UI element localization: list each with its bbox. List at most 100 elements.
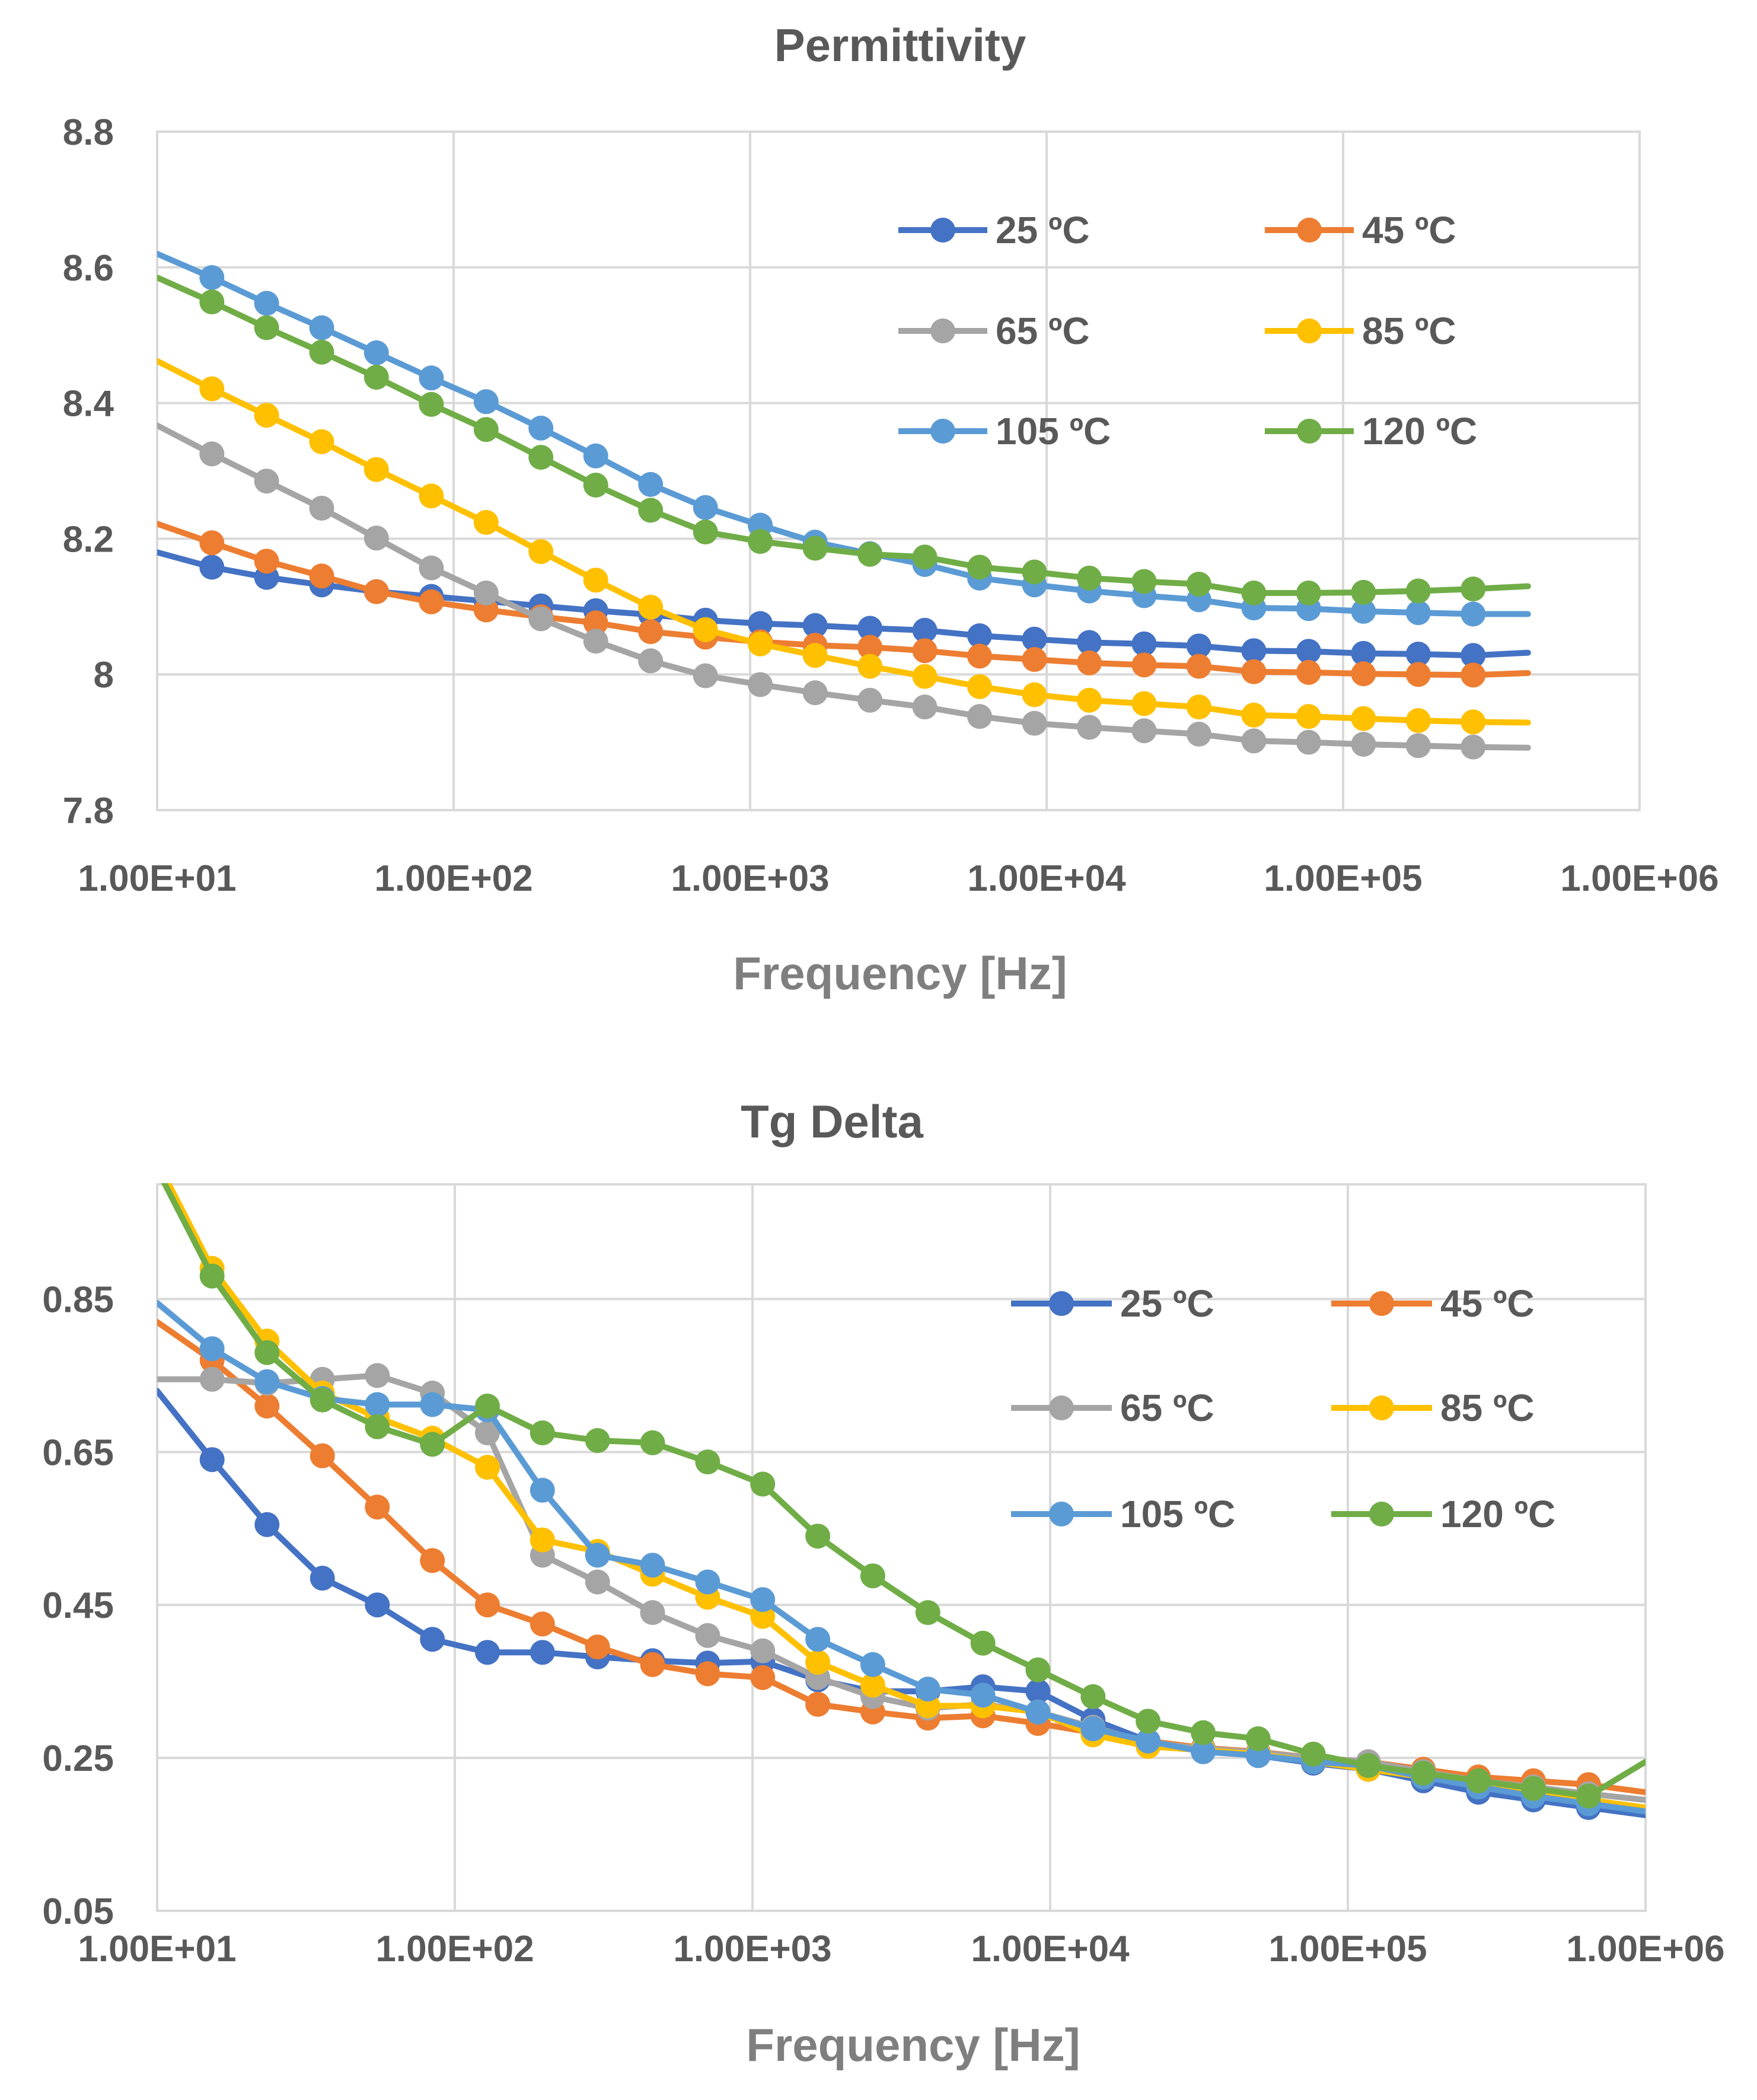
x-tick-label: 1.00E+02 (374, 858, 532, 899)
legend-label: 105 ºC (996, 410, 1111, 452)
series-line (165, 1183, 1646, 1811)
data-point (640, 1430, 665, 1455)
data-point (309, 339, 334, 365)
data-point (1296, 580, 1321, 606)
legend-marker (1297, 419, 1322, 444)
data-point (419, 555, 444, 581)
data-point (970, 1630, 996, 1656)
data-point (802, 613, 828, 638)
data-point (1186, 633, 1211, 659)
data-point (1131, 569, 1157, 594)
data-point (528, 539, 554, 565)
data-point (1351, 661, 1376, 687)
data-point (530, 1640, 555, 1665)
data-point (695, 1623, 720, 1648)
y-tick-label: 0.65 (42, 1432, 114, 1473)
legend-item: 65 ºC (898, 310, 1090, 352)
data-point (693, 520, 718, 544)
data-point (585, 1543, 610, 1568)
legend-marker (1049, 1502, 1074, 1527)
data-point (530, 1527, 555, 1553)
data-point (365, 1392, 390, 1417)
data-point (1300, 1741, 1326, 1767)
data-point (912, 617, 938, 643)
data-point (695, 1661, 720, 1687)
legend-marker (1369, 1395, 1394, 1420)
series-65CC (157, 422, 1531, 760)
legend-label: 120 ºC (1362, 410, 1477, 452)
data-point (860, 1563, 885, 1589)
series-line (161, 1183, 1646, 1799)
data-point (860, 1652, 885, 1677)
x-tick-label: 1.00E+06 (1566, 1929, 1724, 1970)
legend-item: 25 ºC (1011, 1282, 1214, 1325)
data-point (420, 1627, 445, 1652)
legend-marker (1049, 1291, 1074, 1316)
data-point (199, 1447, 225, 1473)
data-point (857, 616, 883, 641)
data-point (309, 429, 334, 454)
data-point (640, 1652, 665, 1677)
legend-marker (1369, 1291, 1394, 1316)
data-point (530, 1611, 555, 1637)
data-point (638, 594, 664, 620)
y-tick-label: 0.85 (42, 1279, 114, 1320)
data-point (802, 536, 828, 561)
data-point (419, 589, 444, 614)
data-point (1356, 1753, 1381, 1778)
data-point (1405, 708, 1431, 733)
data-point (1131, 631, 1157, 657)
data-point (1405, 578, 1431, 604)
legend-label: 25 ºC (1120, 1282, 1214, 1325)
legend-item: 65 ºC (1011, 1387, 1214, 1429)
legend: 25 ºC 45 ºC 65 ºC 85 ºC 105 ºC 120 ºC (1011, 1282, 1555, 1535)
legend-label: 85 ºC (1362, 310, 1456, 352)
data-point (528, 445, 554, 470)
x-tick-label: 1.00E+05 (1268, 1929, 1427, 1970)
data-point (638, 498, 664, 523)
data-point (585, 1634, 610, 1660)
data-point (1296, 729, 1321, 755)
data-point (475, 1393, 500, 1419)
data-point (1405, 641, 1431, 667)
data-point (310, 1443, 335, 1468)
data-point (915, 1600, 940, 1626)
data-point (1241, 728, 1267, 754)
data-point (199, 555, 225, 580)
data-point (363, 340, 389, 365)
series-line (157, 1319, 1646, 1796)
data-point (420, 1432, 445, 1457)
data-point (748, 529, 773, 554)
legend-label: 65 ºC (996, 310, 1090, 352)
data-point (967, 623, 992, 648)
legend-item: 105 ºC (898, 410, 1111, 452)
data-point (530, 1420, 555, 1446)
data-point (915, 1677, 940, 1702)
data-point (420, 1548, 445, 1573)
data-point (363, 525, 389, 551)
data-point (967, 704, 992, 729)
data-point (1077, 565, 1102, 591)
legend-marker (1297, 218, 1322, 243)
data-point (1405, 600, 1431, 626)
data-point (748, 672, 773, 697)
legend-label: 65 ºC (1120, 1387, 1214, 1429)
y-tick-label: 8.8 (63, 112, 114, 153)
series-105CC (157, 250, 1531, 627)
data-point (530, 1477, 555, 1503)
data-point (1022, 647, 1047, 672)
data-point (363, 579, 389, 604)
data-point (1461, 601, 1486, 627)
data-point (1461, 576, 1486, 602)
data-point (199, 441, 225, 467)
data-point (802, 680, 828, 706)
data-point (1022, 710, 1047, 736)
data-point (365, 1494, 390, 1520)
data-point (1466, 1768, 1491, 1793)
x-axis-title: Frequency [Hz] (746, 2019, 1080, 2071)
data-point (1241, 638, 1267, 664)
data-point (254, 469, 279, 494)
data-point (1296, 704, 1321, 729)
data-point (1186, 721, 1211, 747)
